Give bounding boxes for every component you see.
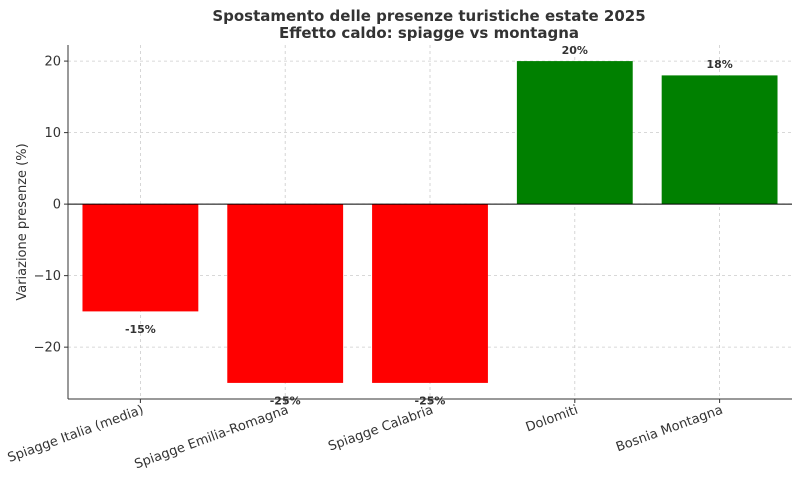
bar-value-label: -25%: [415, 394, 446, 407]
x-tick-label: Dolomiti: [524, 403, 580, 436]
x-tick-label: Spiagge Italia (media): [6, 403, 146, 466]
bar-value-label: -25%: [270, 394, 301, 407]
bar: [82, 204, 199, 312]
bars-layer: [82, 61, 778, 383]
y-tick-label: 10: [44, 126, 61, 141]
y-axis-ticks: −20 −10 0 10 20: [34, 55, 68, 356]
data-labels: -15% -25% -25% 20% 18%: [125, 44, 733, 407]
y-tick-label: −20: [34, 341, 61, 356]
chart-title-line2: Effetto caldo: spiagge vs montagna: [279, 24, 579, 42]
bar: [227, 204, 344, 383]
bar: [516, 61, 633, 205]
chart-title-line1: Spostamento delle presenze turistiche es…: [212, 7, 645, 25]
y-tick-label: 20: [44, 55, 61, 70]
x-tick-label: Spiagge Calabria: [326, 403, 435, 455]
bar-value-label: -15%: [125, 323, 156, 336]
x-axis-ticks: Spiagge Italia (media)Spiagge Emilia-Rom…: [6, 399, 725, 472]
y-tick-label: −10: [34, 269, 61, 284]
bar-value-label: 20%: [562, 44, 588, 57]
bar: [661, 75, 778, 205]
x-tick-label: Bosnia Montagna: [614, 403, 725, 456]
y-axis-label: Variazione presenze (%): [15, 143, 30, 300]
bar: [372, 204, 488, 383]
x-tick-label: Spiagge Emilia-Romagna: [133, 403, 291, 473]
y-tick-label: 0: [53, 198, 61, 213]
bar-value-label: 18%: [706, 58, 732, 71]
